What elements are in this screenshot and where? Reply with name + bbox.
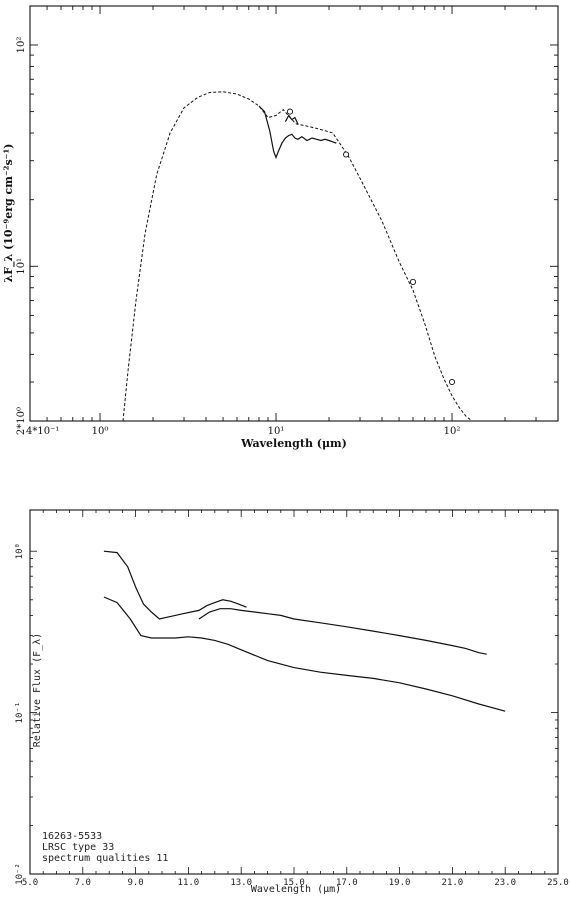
sed-x-axis-label: Wavelength (μm) [240, 437, 347, 450]
sed-series [122, 91, 473, 422]
sed-photometry-points [286, 108, 456, 386]
lrs-series-line [103, 550, 247, 620]
sed-chart: 4*10⁻¹ 10⁰ 10¹ 10² 2*10⁰ 10¹ 10² Wavelength (μ… [2, 5, 559, 450]
lrs-x-tick-label: 19.0 [389, 878, 411, 888]
lrs-x-tick-label: 15.0 [283, 878, 305, 888]
lrs-x-tick-label: 5.0 [22, 878, 38, 888]
lrs-x-axis-label: Wavelength (μm) [251, 884, 341, 895]
lrs-x-tick-label: 7.0 [75, 878, 91, 888]
sed-series-line [122, 91, 473, 422]
lrs-plot-frame [29, 509, 559, 875]
sed-tick-labels: 4*10⁻¹ 10⁰ 10¹ 10² 2*10⁰ 10¹ 10² [16, 37, 460, 437]
sed-x-tick-label: 4*10⁻¹ [26, 426, 59, 437]
lrs-annotation-type: LRSC type 33 [42, 842, 114, 853]
lrs-series-line [198, 608, 487, 655]
sed-photometry-point [343, 151, 350, 158]
lrs-x-tick-label: 13.0 [230, 878, 252, 888]
lrs-y-tick-label: 10⁻² [15, 863, 25, 885]
sed-x-tick-label: 10⁰ [92, 426, 109, 437]
lrs-axis-ticks [29, 510, 559, 875]
lrs-annotation-quality: spectrum qualities 11 [42, 853, 168, 864]
sed-y-tick-label: 10² [16, 37, 27, 54]
iras-lrs-chart: 5.0 7.0 9.0 11.0 13.0 15.0 17.0 19.0 21.0 23.0 25.… [15, 509, 569, 895]
sed-axis-ticks [29, 6, 559, 422]
lrs-y-axis-label: Relative Flux (F_λ) [32, 633, 43, 747]
lrs-series [103, 550, 506, 712]
lrs-annotation-object: 16263-5533 [42, 831, 102, 842]
lrs-x-tick-label: 21.0 [442, 878, 464, 888]
lrs-x-tick-label: 11.0 [178, 878, 200, 888]
lrs-x-tick-label: 23.0 [494, 878, 516, 888]
lrs-x-tick-label: 17.0 [336, 878, 358, 888]
sed-x-tick-label: 10¹ [268, 426, 285, 437]
lrs-x-tick-label: 9.0 [127, 878, 143, 888]
sed-y-tick-label: 2*10⁰ [16, 407, 27, 435]
sed-y-tick-label: 10¹ [16, 258, 27, 275]
sed-series-line [284, 114, 299, 125]
sed-photometry-point [286, 108, 294, 115]
sed-x-tick-label: 10² [444, 426, 461, 437]
lrs-series-line [103, 596, 506, 712]
sed-plot-frame [29, 5, 559, 422]
lrs-tick-labels: 5.0 7.0 9.0 11.0 13.0 15.0 17.0 19.0 21.0 23.0 25.… [15, 543, 569, 888]
lrs-x-tick-label: 25.0 [547, 878, 569, 888]
sed-y-axis-label: λF_λ (10⁻⁹erg cm⁻²s⁻¹) [2, 144, 16, 283]
sed-photometry-point [409, 278, 417, 285]
lrs-y-tick-label: 10⁻¹ [15, 702, 25, 724]
lrs-y-tick-label: 10⁰ [15, 543, 25, 559]
sed-photometry-point [448, 378, 456, 386]
sed-series-line [258, 105, 337, 160]
